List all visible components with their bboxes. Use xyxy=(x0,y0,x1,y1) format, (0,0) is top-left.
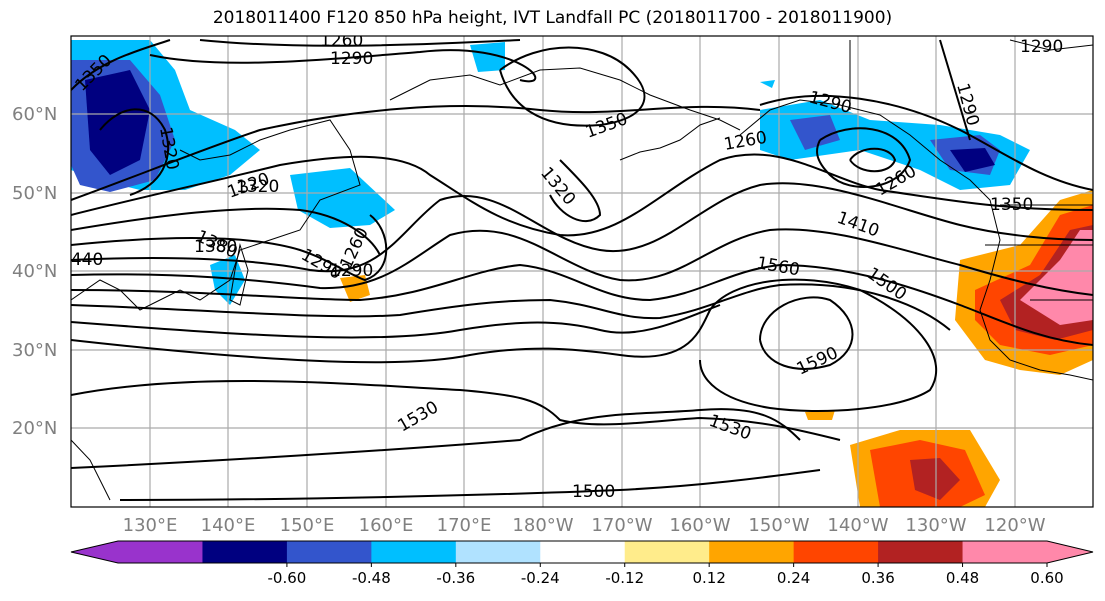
colorbar-segment xyxy=(624,541,710,563)
contour-label: 1290 xyxy=(330,49,373,69)
colorbar-tick-label: -0.60 xyxy=(268,569,307,587)
longitude-label: 130°E xyxy=(123,515,178,536)
longitude-label: 160°W xyxy=(669,515,730,536)
colorbar-segment xyxy=(455,541,541,563)
colorbar-segment xyxy=(118,541,203,563)
colorbar-tick-label: 0.12 xyxy=(692,569,725,587)
colorbar-tick-label: -0.48 xyxy=(352,569,391,587)
latitude-label: 60°N xyxy=(12,104,57,125)
contour-label: 1290 xyxy=(1020,37,1063,57)
colorbar-tick-label: 0.24 xyxy=(777,569,810,587)
latitude-label: 20°N xyxy=(12,418,57,439)
colorbar-segment xyxy=(540,541,626,563)
longitude-label: 170°W xyxy=(591,515,652,536)
longitude-label: 150°E xyxy=(280,515,335,536)
longitude-label: 150°W xyxy=(748,515,809,536)
map-area: 1260 1290 1350 1320 1350 1320 1320 1290 … xyxy=(60,31,1093,507)
longitude-label: 170°E xyxy=(437,515,492,536)
colorbar-segment xyxy=(793,541,879,563)
colorbar-tick-label: -0.36 xyxy=(436,569,475,587)
colorbar: -0.60 -0.48 -0.36 -0.24 -0.12 0.12 0.24 0.36 0.4… xyxy=(70,540,1094,587)
gridlines xyxy=(71,36,1093,507)
colorbar-tick-label: 0.60 xyxy=(1030,569,1063,587)
colorbar-outline xyxy=(70,540,1094,564)
colorbar-extend-high xyxy=(1047,541,1093,563)
height-contours xyxy=(71,39,1093,501)
colorbar-tick-label: 0.48 xyxy=(946,569,979,587)
colorbar-segment xyxy=(202,541,288,563)
contour-label: 1500 xyxy=(572,482,615,502)
longitude-labels: 130°E 140°E 150°E 160°E 170°E 180°W 170°… xyxy=(123,515,1046,536)
latitude-label: 30°N xyxy=(12,340,57,361)
colorbar-segment xyxy=(962,541,1048,563)
latitude-label: 40°N xyxy=(12,261,57,282)
contour-label: 1320 xyxy=(236,177,279,197)
longitude-label: 120°W xyxy=(984,515,1045,536)
contour-label: 1290 xyxy=(330,261,373,281)
contour-label: 1380 xyxy=(194,237,237,257)
colorbar-tick-label: -0.24 xyxy=(521,569,560,587)
colorbar-tick-label: 0.36 xyxy=(861,569,894,587)
colorbar-segment xyxy=(286,541,372,563)
colorbar-segment xyxy=(371,541,457,563)
longitude-label: 180°W xyxy=(512,515,573,536)
contour-label: 1260 xyxy=(320,31,363,51)
colorbar-tick-label: -0.12 xyxy=(605,569,644,587)
contour-label: 1350 xyxy=(990,195,1033,215)
colorbar-segment xyxy=(878,541,964,563)
colorbar-extend-low xyxy=(71,541,118,563)
chart-title: 2018011400 F120 850 hPa height, IVT Land… xyxy=(212,8,893,28)
contour-label: 1440 xyxy=(60,250,103,270)
coastlines xyxy=(71,39,1093,501)
map-frame xyxy=(70,35,1094,508)
latitude-labels: 60°N 50°N 40°N 30°N 20°N xyxy=(12,104,57,439)
latitude-label: 50°N xyxy=(12,183,57,204)
colorbar-segment xyxy=(709,541,795,563)
longitude-label: 130°W xyxy=(905,515,966,536)
longitude-label: 160°E xyxy=(359,515,414,536)
longitude-label: 140°E xyxy=(201,515,256,536)
longitude-label: 140°W xyxy=(827,515,888,536)
